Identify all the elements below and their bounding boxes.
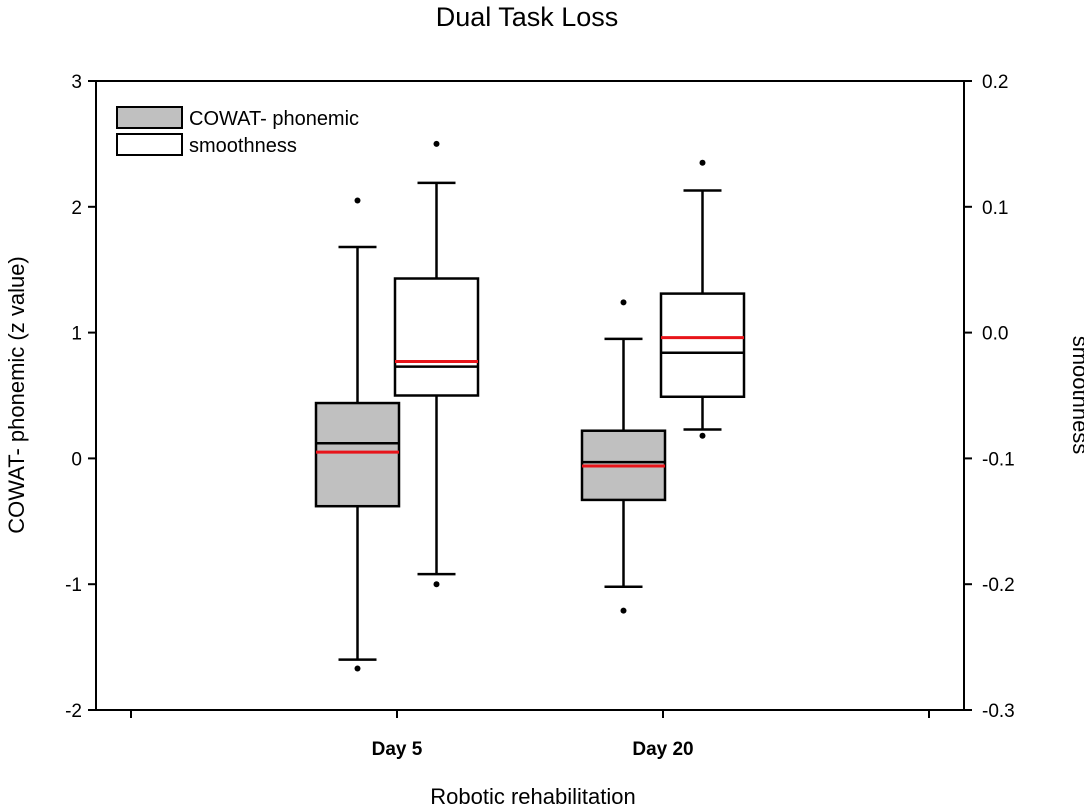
right-tick-label: 0.2 [982, 72, 1008, 93]
left-axis: -2 -1 0 1 2 3 [65, 72, 96, 722]
right-tick-label: -0.2 [982, 575, 1015, 596]
right-tick-label: 0.0 [982, 324, 1008, 345]
plot-frame [95, 80, 965, 711]
x-axis: Day 5 Day 20 [130, 710, 930, 760]
outlier-point [433, 581, 440, 588]
left-tick-label: 0 [71, 449, 82, 470]
left-tick-label: -2 [65, 701, 82, 722]
left-tick-label: -1 [65, 575, 82, 596]
outlier-point [699, 159, 706, 166]
right-tick-label: 0.1 [982, 198, 1008, 219]
outlier-point [620, 607, 627, 614]
left-tick-label: 1 [71, 324, 82, 345]
right-tick-label: -0.3 [982, 701, 1015, 722]
outlier-point [620, 299, 627, 306]
right-axis: -0.3 -0.2 -0.1 0.0 0.1 0.2 [964, 72, 1015, 722]
outlier-point [699, 432, 706, 439]
box-cowat-phonemic-day-20 [580, 299, 667, 614]
chart-title: Dual Task Loss [436, 2, 619, 32]
x-tick-label: Day 20 [632, 739, 693, 760]
box-smoothness-day-5 [393, 140, 480, 588]
left-tick-label: 2 [71, 198, 82, 219]
outlier-point [433, 140, 440, 147]
box-body [659, 292, 746, 399]
box-smoothness-day-20 [659, 159, 746, 439]
legend-swatch-smoothness [116, 133, 183, 156]
outlier-point [354, 197, 361, 204]
outlier-point [354, 665, 361, 672]
right-tick-label: -0.1 [982, 449, 1015, 470]
box-series-group [314, 140, 746, 672]
box-cowat-phonemic-day-5 [314, 197, 401, 672]
legend-label-cowat: COWAT- phonemic [189, 108, 359, 130]
x-axis-label: Robotic rehabilitation [430, 784, 635, 809]
box-body [393, 277, 480, 397]
box-body [314, 401, 401, 508]
legend-label-smoothness: smoothness [189, 135, 297, 157]
x-tick-label: Day 5 [372, 739, 423, 760]
left-tick-label: 3 [71, 72, 82, 93]
y-axis-label-right: smoothness [1068, 336, 1084, 455]
legend-swatch-cowat [116, 106, 183, 129]
y-axis-label-left: COWAT- phonemic (z value) [4, 256, 29, 534]
legend: COWAT- phonemic smoothness [116, 106, 359, 157]
